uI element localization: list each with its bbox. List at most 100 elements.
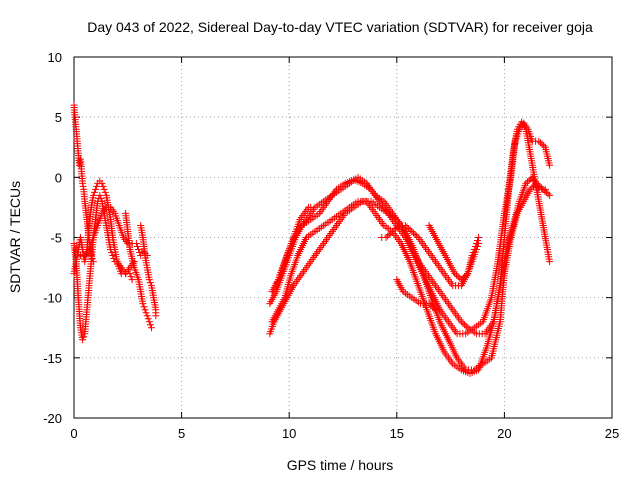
data-point xyxy=(382,234,390,241)
x-tick-label: 0 xyxy=(70,426,77,441)
y-tick-label: -15 xyxy=(43,351,62,366)
data-point xyxy=(143,312,151,320)
data-point xyxy=(273,279,281,287)
data-point xyxy=(411,230,419,238)
data-point xyxy=(146,321,154,329)
data-point xyxy=(393,223,401,231)
data-point xyxy=(401,221,409,229)
y-tick-label: 10 xyxy=(48,50,62,65)
data-point xyxy=(142,309,150,317)
data-point xyxy=(409,229,417,237)
data-point xyxy=(536,139,544,147)
series-arc4 xyxy=(70,101,97,266)
data-point xyxy=(79,179,87,187)
data-point xyxy=(461,273,469,281)
data-point xyxy=(457,276,465,284)
data-point xyxy=(428,303,436,311)
data-point xyxy=(475,234,483,241)
data-point xyxy=(146,279,154,287)
data-point xyxy=(89,258,97,266)
data-point xyxy=(132,240,140,248)
data-point xyxy=(392,224,400,232)
x-tick-label: 15 xyxy=(390,426,404,441)
data-point xyxy=(474,237,481,245)
data-point xyxy=(145,276,153,284)
data-point xyxy=(79,182,87,190)
series-arc14 xyxy=(425,221,483,284)
data-point xyxy=(405,224,413,232)
data-point xyxy=(74,248,82,256)
data-point xyxy=(136,249,144,257)
data-point xyxy=(127,273,135,281)
data-point xyxy=(540,142,548,150)
data-point xyxy=(475,240,483,248)
axis-ticks: 0 5 10 15 20 25 -20 -15 -10 -5 0 5 10 xyxy=(43,50,619,441)
series-arc6 xyxy=(137,221,160,320)
data-point xyxy=(472,246,480,254)
series-arc13 xyxy=(393,276,444,314)
series-arc3 xyxy=(72,203,151,260)
data-point xyxy=(135,246,143,254)
data-point xyxy=(459,319,467,327)
data-point xyxy=(88,255,96,263)
data-point xyxy=(542,188,550,196)
data-point xyxy=(413,232,421,240)
data-point xyxy=(526,185,534,193)
x-tick-label: 10 xyxy=(282,426,296,441)
y-axis-label: SDTVAR / TECUs xyxy=(7,181,23,293)
data-point xyxy=(76,158,84,166)
data-point xyxy=(457,318,465,326)
y-tick-label: -5 xyxy=(50,231,62,246)
y-tick-label: 0 xyxy=(55,170,62,185)
series-arc5 xyxy=(122,209,155,332)
data-point xyxy=(546,258,554,266)
data-point xyxy=(538,140,546,148)
data-point xyxy=(522,179,530,187)
data-point xyxy=(462,322,470,330)
data-point xyxy=(147,324,155,332)
x-tick-label: 5 xyxy=(178,426,185,441)
data-point xyxy=(403,223,411,231)
data-point xyxy=(474,243,481,251)
data-point xyxy=(427,301,435,309)
data-point xyxy=(430,304,438,312)
data-point xyxy=(100,185,108,193)
x-axis-label: GPS time / hours xyxy=(287,457,394,473)
grid-lines xyxy=(74,57,612,418)
data-point xyxy=(453,271,461,279)
data-point xyxy=(385,230,393,238)
data-point xyxy=(89,191,97,199)
data-point xyxy=(546,191,554,199)
data-point xyxy=(152,312,160,320)
data-point xyxy=(98,179,106,187)
data-point xyxy=(80,333,88,341)
data-point xyxy=(128,276,136,284)
data-point xyxy=(524,178,532,186)
y-tick-label: -10 xyxy=(43,291,62,306)
data-point xyxy=(87,252,95,260)
y-tick-label: 5 xyxy=(55,110,62,125)
data-point xyxy=(140,303,148,311)
chart-title: Day 043 of 2022, Sidereal Day-to-day VTE… xyxy=(87,19,593,35)
data-point xyxy=(461,321,469,329)
data-point xyxy=(93,182,101,190)
data-point xyxy=(541,185,549,193)
data-point xyxy=(408,227,416,235)
data-point xyxy=(462,271,470,279)
data-point xyxy=(406,226,414,234)
x-tick-label: 25 xyxy=(605,426,619,441)
series-arc7 xyxy=(266,179,554,374)
data-point xyxy=(459,274,467,282)
data-point xyxy=(454,273,462,281)
data-point xyxy=(272,282,280,290)
data-point xyxy=(145,318,153,326)
series-arc11 xyxy=(272,203,315,290)
data-point xyxy=(544,190,552,198)
data-point xyxy=(384,232,392,240)
data-point xyxy=(425,300,433,308)
data-point xyxy=(75,161,83,169)
data-point xyxy=(390,226,398,234)
x-tick-label: 20 xyxy=(497,426,511,441)
data-point xyxy=(90,188,98,196)
